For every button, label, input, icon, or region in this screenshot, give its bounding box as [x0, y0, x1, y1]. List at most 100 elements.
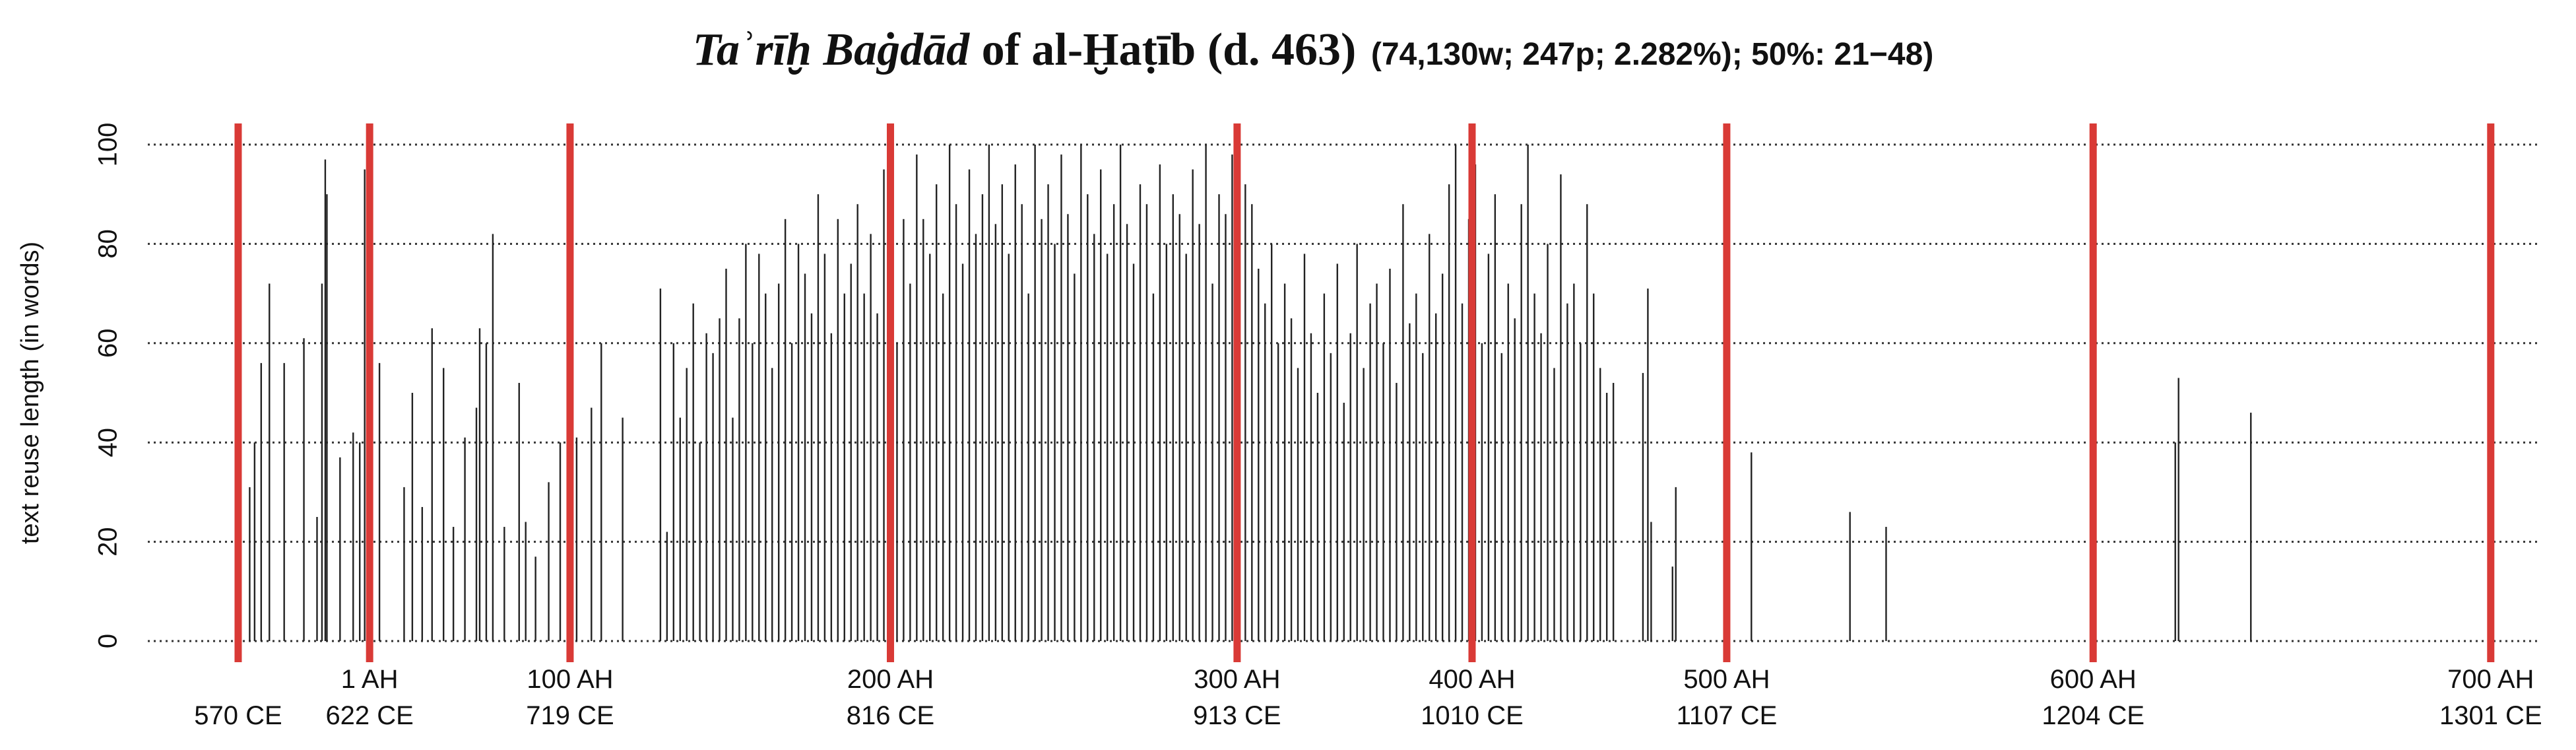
bar	[1415, 293, 1417, 642]
bar	[1316, 393, 1319, 641]
bar	[1402, 204, 1404, 641]
bar	[403, 487, 405, 641]
bar	[916, 154, 918, 642]
bar	[1159, 164, 1161, 641]
bar	[1343, 403, 1345, 641]
bar	[1014, 164, 1016, 641]
bar	[856, 204, 858, 641]
title-work: Taʾrīḫ Baġdād	[693, 24, 970, 75]
bar	[1080, 145, 1082, 641]
bar	[1277, 343, 1279, 641]
bar	[1429, 234, 1431, 641]
bar	[1087, 194, 1089, 641]
bar	[1270, 244, 1273, 641]
bar	[817, 194, 820, 641]
x-tick-label-ce: 570 CE	[194, 701, 282, 730]
bar	[1599, 368, 1601, 641]
bar	[559, 442, 562, 641]
bar	[712, 353, 714, 641]
bar	[830, 333, 833, 641]
bar	[1192, 169, 1194, 642]
x-tick-label-ce: 1010 CE	[1421, 701, 1524, 730]
bar	[1112, 204, 1115, 641]
x-tick-label-ce: 913 CE	[1193, 701, 1281, 730]
bar	[1461, 303, 1464, 641]
bar	[1487, 254, 1490, 641]
bar	[1034, 145, 1036, 641]
bar	[518, 382, 520, 641]
bar	[955, 204, 957, 641]
bar	[1396, 382, 1398, 641]
bar	[752, 343, 754, 641]
bar	[1258, 269, 1260, 641]
bar	[1126, 224, 1128, 641]
bar	[1647, 289, 1649, 642]
bar	[1441, 273, 1444, 641]
bar	[758, 254, 760, 641]
bar	[485, 343, 488, 641]
bar	[1041, 219, 1043, 641]
bar	[1593, 293, 1595, 642]
bar	[548, 482, 550, 641]
bar	[2177, 378, 2179, 641]
bar	[1152, 293, 1155, 642]
y-tick-label: 0	[94, 634, 123, 648]
bar	[679, 417, 681, 641]
bar	[1885, 527, 1887, 641]
bar	[968, 169, 971, 642]
bar	[1520, 204, 1522, 641]
bar	[765, 293, 767, 642]
bar	[1422, 353, 1424, 641]
bar	[1356, 244, 1358, 641]
title-stats: (74,130w; 247p; 2.282%); 50%: 21−48)	[1371, 37, 1933, 72]
bar	[784, 219, 787, 641]
bar	[1145, 204, 1148, 641]
bar	[1323, 293, 1326, 642]
bar	[1369, 303, 1371, 641]
bar	[1310, 333, 1312, 641]
bar	[324, 159, 327, 641]
bar	[283, 362, 285, 641]
x-tick-label-ah: 500 AH	[1683, 665, 1770, 694]
bar	[1054, 244, 1056, 641]
bar	[591, 407, 593, 641]
bar	[1650, 522, 1652, 641]
bar	[1751, 452, 1753, 641]
bar	[692, 303, 694, 641]
bar	[666, 531, 668, 641]
bar	[975, 234, 977, 641]
bar	[732, 417, 734, 641]
bar	[1527, 145, 1529, 641]
bar	[672, 343, 675, 641]
bar	[1106, 254, 1109, 641]
bar	[411, 393, 414, 641]
bar	[1290, 318, 1293, 641]
bar	[1849, 512, 1851, 641]
bar	[896, 343, 898, 641]
bar	[994, 224, 997, 641]
bar	[1165, 244, 1168, 641]
bar	[1231, 154, 1233, 642]
bar	[883, 169, 885, 642]
bar	[421, 506, 424, 641]
bar	[777, 283, 780, 641]
bar	[2174, 442, 2176, 641]
bar	[1100, 169, 1102, 642]
x-tick-label-ce: 1204 CE	[2042, 701, 2144, 730]
bar	[1612, 382, 1615, 641]
bar	[1185, 254, 1187, 641]
bar	[942, 293, 944, 642]
bar	[492, 234, 494, 641]
bar	[988, 145, 990, 641]
bar	[260, 362, 263, 641]
bar	[1586, 204, 1588, 641]
bar	[1008, 254, 1010, 641]
x-tick-label-ah: 100 AH	[527, 665, 613, 694]
bar	[1514, 318, 1516, 641]
x-tick-label-ce: 719 CE	[526, 701, 614, 730]
bar	[725, 269, 727, 641]
bar	[1382, 343, 1384, 641]
bar	[686, 368, 688, 641]
bar	[1580, 343, 1582, 641]
y-tick-label: 40	[94, 428, 123, 458]
